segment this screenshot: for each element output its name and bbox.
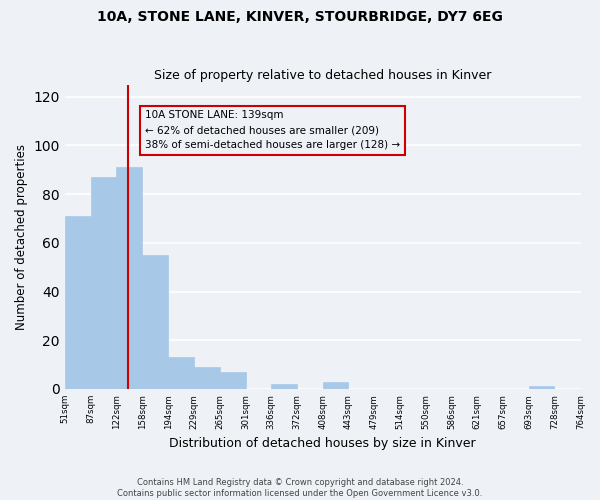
Bar bbox=[323, 382, 349, 389]
Bar bbox=[168, 358, 194, 389]
Bar bbox=[116, 168, 142, 389]
Title: Size of property relative to detached houses in Kinver: Size of property relative to detached ho… bbox=[154, 69, 491, 82]
Bar bbox=[220, 372, 245, 389]
Text: Contains HM Land Registry data © Crown copyright and database right 2024.
Contai: Contains HM Land Registry data © Crown c… bbox=[118, 478, 482, 498]
Bar bbox=[65, 216, 91, 389]
Text: 10A STONE LANE: 139sqm
← 62% of detached houses are smaller (209)
38% of semi-de: 10A STONE LANE: 139sqm ← 62% of detached… bbox=[145, 110, 400, 150]
Bar bbox=[142, 255, 168, 389]
Bar bbox=[529, 386, 554, 389]
Bar bbox=[271, 384, 297, 389]
Bar bbox=[91, 177, 116, 389]
Bar bbox=[194, 367, 220, 389]
Y-axis label: Number of detached properties: Number of detached properties bbox=[15, 144, 28, 330]
X-axis label: Distribution of detached houses by size in Kinver: Distribution of detached houses by size … bbox=[169, 437, 476, 450]
Text: 10A, STONE LANE, KINVER, STOURBRIDGE, DY7 6EG: 10A, STONE LANE, KINVER, STOURBRIDGE, DY… bbox=[97, 10, 503, 24]
